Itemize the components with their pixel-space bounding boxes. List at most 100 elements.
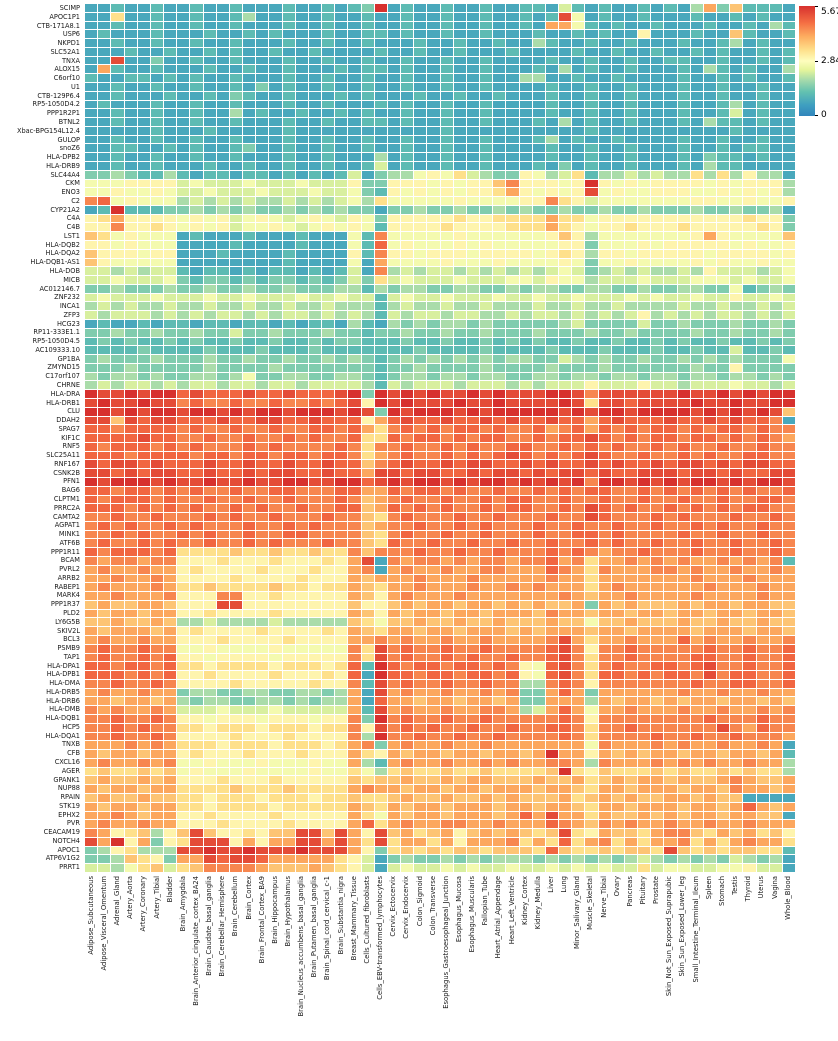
heatmap-cell [493, 144, 506, 153]
heatmap-cell [124, 741, 137, 750]
heatmap-cell [506, 732, 519, 741]
heatmap-cell [545, 644, 558, 653]
heatmap-cell [598, 556, 611, 565]
heatmap-cell [440, 609, 453, 618]
heatmap-cell [295, 574, 308, 583]
heatmap-cell [532, 767, 545, 776]
heatmap-cell [624, 39, 637, 47]
heatmap-cell [203, 39, 216, 47]
heatmap-cell [493, 346, 506, 355]
heatmap-cell [651, 758, 664, 767]
heatmap-cell [282, 539, 295, 548]
heatmap-cell [335, 644, 348, 653]
heatmap-cell [743, 732, 756, 741]
heatmap-cell [624, 135, 637, 144]
heatmap-cell [229, 372, 242, 381]
heatmap-cell [466, 39, 479, 47]
heatmap-cell [308, 363, 321, 372]
heatmap-cell [664, 381, 677, 390]
heatmap-cell [216, 714, 229, 723]
heatmap-cell [480, 741, 493, 750]
heatmap-cell [387, 434, 400, 442]
heatmap-cell [651, 188, 664, 197]
heatmap-cell [243, 662, 256, 671]
heatmap-cell [177, 74, 190, 82]
heatmap-cell [348, 609, 361, 618]
heatmap-cell [572, 161, 585, 170]
heatmap-cell [374, 653, 387, 662]
heatmap-cell [269, 135, 282, 144]
heatmap-cell [480, 355, 493, 363]
heatmap-cell [624, 12, 637, 21]
row-label: HLA-DQA1 [45, 731, 80, 740]
heatmap-cell [545, 609, 558, 618]
heatmap-cell [164, 556, 177, 565]
heatmap-cell [651, 144, 664, 153]
heatmap-cell [611, 635, 624, 644]
heatmap-cell [664, 513, 677, 521]
heatmap-cell [137, 372, 150, 381]
heatmap-cell [611, 153, 624, 161]
row-label: GP1BA [57, 354, 80, 363]
heatmap-cell [572, 337, 585, 346]
heatmap-cell [559, 153, 572, 161]
heatmap-cell [361, 109, 374, 118]
heatmap-cell [440, 548, 453, 556]
heatmap-cell [519, 346, 532, 355]
heatmap-cell [532, 583, 545, 592]
heatmap-cell [664, 548, 677, 556]
heatmap-cell [348, 767, 361, 776]
heatmap-cell [624, 328, 637, 337]
heatmap-cell [532, 197, 545, 205]
heatmap-cell [295, 758, 308, 767]
row-label: RP5-1050D4.2 [32, 100, 80, 109]
heatmap-cell [177, 609, 190, 618]
heatmap-cell [361, 758, 374, 767]
heatmap-cell [585, 144, 598, 153]
heatmap-cell [532, 179, 545, 188]
heatmap-cell [98, 530, 111, 539]
heatmap-cell [466, 556, 479, 565]
heatmap-cell [229, 758, 242, 767]
heatmap-cell [519, 513, 532, 521]
heatmap-cell [717, 328, 730, 337]
heatmap-cell [124, 91, 137, 100]
heatmap-cell [585, 223, 598, 232]
heatmap-cell [545, 776, 558, 785]
heatmap-cell [585, 293, 598, 302]
heatmap-cell [585, 767, 598, 776]
heatmap-cell [611, 679, 624, 688]
heatmap-cell [282, 153, 295, 161]
heatmap-cell [703, 513, 716, 521]
heatmap-cell [374, 530, 387, 539]
heatmap-cell [203, 583, 216, 592]
heatmap-cell [532, 82, 545, 91]
row-label: KIF1C [61, 433, 80, 442]
heatmap-cell [638, 302, 651, 311]
heatmap-cell [335, 240, 348, 249]
heatmap-cell [598, 398, 611, 407]
heatmap-cell [164, 495, 177, 504]
heatmap-cell [638, 574, 651, 583]
heatmap-cell [466, 381, 479, 390]
heatmap-cell [506, 556, 519, 565]
heatmap-cell [295, 293, 308, 302]
heatmap-cell [229, 521, 242, 530]
heatmap-cell [730, 785, 743, 793]
heatmap-cell [756, 407, 769, 416]
heatmap-cell [506, 30, 519, 39]
heatmap-cell [85, 723, 98, 732]
heatmap-cell [480, 451, 493, 460]
heatmap-cell [216, 583, 229, 592]
heatmap-cell [466, 767, 479, 776]
heatmap-cell [598, 293, 611, 302]
heatmap-cell [730, 574, 743, 583]
heatmap-cell [243, 697, 256, 706]
heatmap-cell [124, 135, 137, 144]
row-label: HLA-DQB2 [45, 240, 80, 249]
heatmap-cell [150, 750, 163, 758]
heatmap-cell [730, 644, 743, 653]
heatmap-cell [532, 214, 545, 223]
heatmap-cell [401, 161, 414, 170]
heatmap-cell [374, 477, 387, 486]
